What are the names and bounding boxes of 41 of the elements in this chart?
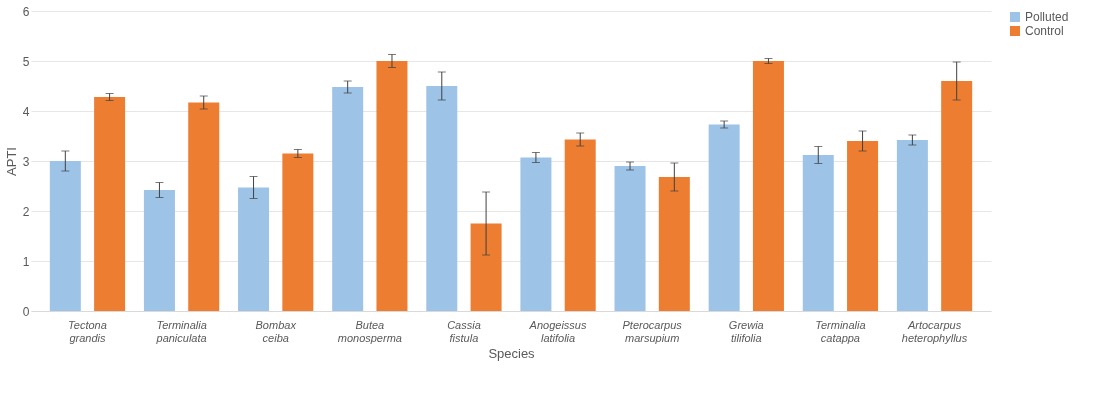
legend-label: Polluted bbox=[1025, 10, 1069, 24]
y-tick-label: 6 bbox=[22, 4, 30, 19]
bar bbox=[941, 81, 973, 311]
bar bbox=[376, 61, 408, 311]
x-tick-label: Butea monosperma bbox=[337, 318, 402, 344]
y-tick-label: 3 bbox=[22, 154, 30, 169]
x-tick-label: Cassia fistula bbox=[447, 318, 481, 344]
x-tick-label: Bombax ceiba bbox=[255, 318, 297, 344]
y-tick-label: 5 bbox=[22, 54, 30, 69]
bar bbox=[614, 166, 646, 311]
bar bbox=[282, 153, 314, 311]
bar bbox=[332, 87, 364, 311]
y-tick-label: 2 bbox=[22, 204, 30, 219]
x-tick-label: Terminalia catappa bbox=[815, 318, 866, 344]
bar bbox=[658, 177, 690, 311]
bar bbox=[143, 190, 175, 311]
x-tick-label: Grewia tilifolia bbox=[728, 318, 764, 344]
x-axis-title: Species bbox=[488, 345, 536, 361]
x-tick-label: Pterocarpus marsupium bbox=[622, 318, 683, 344]
legend-label: Control bbox=[1025, 24, 1064, 38]
bar bbox=[896, 140, 928, 311]
x-tick-label: Artocarpus heterophyllus bbox=[901, 318, 968, 344]
y-axis-title: APTI bbox=[3, 147, 19, 176]
bar bbox=[752, 61, 784, 311]
bar bbox=[94, 97, 126, 311]
bar bbox=[426, 86, 458, 311]
y-tick-label: 0 bbox=[22, 304, 30, 319]
bar bbox=[49, 161, 81, 311]
bar bbox=[708, 124, 740, 311]
x-tick-label: Terminalia paniculata bbox=[155, 318, 207, 344]
x-tick-label: Anogeissus latifolia bbox=[528, 318, 587, 344]
bar bbox=[802, 155, 834, 311]
bar bbox=[847, 141, 879, 311]
bar bbox=[564, 139, 596, 311]
bar bbox=[188, 102, 220, 311]
bar bbox=[238, 187, 270, 311]
bar bbox=[520, 157, 552, 311]
y-tick-label: 1 bbox=[22, 254, 30, 269]
bar bbox=[470, 223, 502, 311]
y-tick-label: 4 bbox=[22, 104, 30, 119]
x-tick-label: Tectona grandis bbox=[68, 318, 107, 344]
